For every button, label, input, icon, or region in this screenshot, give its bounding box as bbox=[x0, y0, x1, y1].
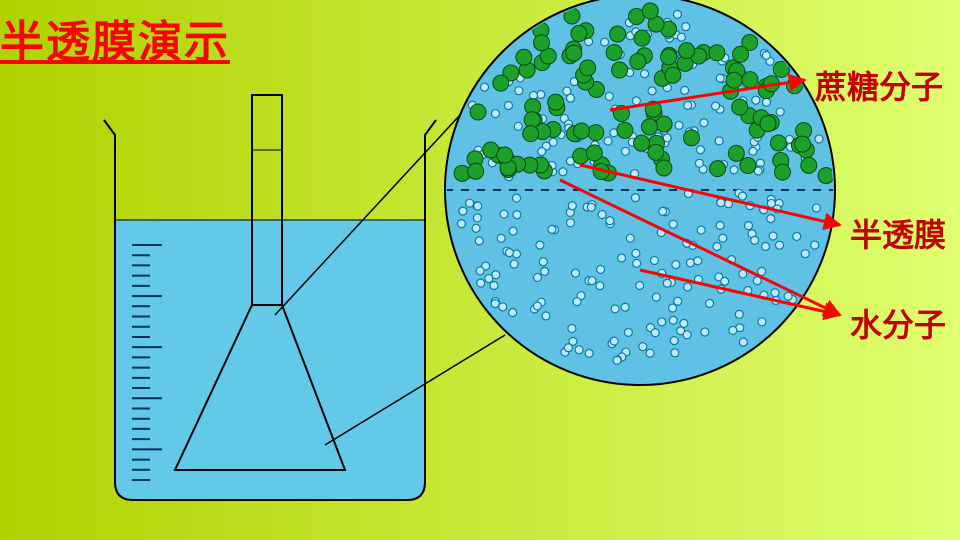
label-water: 水分子 bbox=[850, 300, 946, 346]
label-membrane: 半透膜 bbox=[850, 210, 946, 256]
diagram-title: 半透膜演示 bbox=[0, 6, 230, 70]
label-sucrose: 蔗糖分子 bbox=[815, 62, 943, 108]
